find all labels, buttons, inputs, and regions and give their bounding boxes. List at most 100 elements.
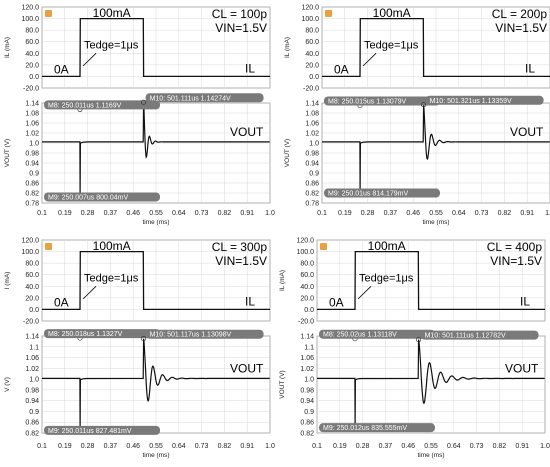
cl-annotation: CL = 200p — [492, 7, 548, 21]
vout-trace-label: VOUT — [510, 125, 544, 139]
time-tick-label: 0.46 — [406, 210, 420, 217]
vout-tick-label: 0.98 — [25, 387, 39, 394]
il-zero-annotation: 0A — [334, 62, 349, 76]
vout-tick-label: 1.1 — [29, 344, 39, 351]
vout-axis-label: VOUT (V) — [279, 370, 286, 398]
il-tick-label: 120.0 — [21, 5, 39, 12]
vout-trace — [317, 339, 545, 429]
marker-label: M10: 501.117us 1.13098V — [150, 332, 232, 339]
time-tick-label: 0.19 — [338, 210, 352, 217]
vout-tick-label: 1.0 — [29, 377, 39, 384]
il-tick-label: 20.0 — [25, 62, 39, 69]
marker-label-box — [425, 95, 544, 105]
chart-panel-3: 0.1 0.19 0.28 0.37 0.46 0.55 0.64 0.73 0.82 0.91 1… — [4, 238, 275, 460]
marker-label: M8: 250.018us 1.1327V — [48, 331, 123, 338]
vout-tick-label: 0.86 — [305, 181, 319, 188]
time-tick-label: 0.91 — [240, 210, 254, 217]
marker-label-box — [319, 423, 435, 433]
il-tick-label: 80.0 — [25, 28, 39, 35]
time-tick-label: 0.37 — [104, 443, 118, 450]
il-tick-label: -20.0 — [23, 86, 39, 93]
marker-label: M9: 250.007us 800.04mV — [48, 194, 128, 201]
il-tick-label: 60.0 — [305, 39, 319, 46]
marker-dot — [141, 336, 147, 342]
marker-label-box — [319, 329, 435, 339]
il-trace-label: IL — [520, 294, 530, 308]
vout-tick-label: 1.14 — [25, 101, 39, 108]
il-tick-label: 0.0 — [29, 74, 39, 81]
time-tick-label: 0.55 — [424, 443, 438, 450]
il-zero-annotation: 0A — [54, 62, 69, 76]
il-tick-label: 80.0 — [300, 261, 314, 268]
il-tick-label: 100.0 — [296, 249, 314, 256]
il-tick-label: 60.0 — [25, 39, 39, 46]
il-level-annotation: 100mA — [368, 239, 406, 253]
marker-label-box — [145, 93, 264, 103]
vout-axis-label: VOUT (V) — [4, 139, 11, 167]
vin-annotation: VIN=1.5V — [490, 254, 542, 268]
vout-trace — [322, 104, 550, 194]
vin-annotation: VIN=1.5V — [215, 21, 267, 35]
marker-label-box — [324, 96, 440, 106]
marker-label: M9: 250.01us 814.179mV — [328, 191, 408, 198]
edge-arrow — [362, 52, 377, 67]
warning-icon-body — [325, 10, 332, 17]
time-tick-label: 0.64 — [172, 443, 186, 450]
il-trace-label: IL — [245, 61, 255, 75]
time-tick-label: 1.0 — [265, 210, 275, 217]
time-tick-label: 0.1 — [312, 443, 322, 450]
marker-label-box — [324, 188, 440, 198]
vout-tick-label: 1.08 — [25, 111, 39, 118]
il-tick-label: 100.0 — [21, 249, 39, 256]
il-tick-label: 120.0 — [301, 5, 319, 12]
time-tick-label: 0.28 — [356, 443, 370, 450]
vout-tick-label: 0.78 — [305, 201, 319, 208]
time-tick-label: 0.91 — [520, 210, 534, 217]
time-tick-label: 0.64 — [447, 443, 461, 450]
il-tick-label: 120.0 — [21, 238, 39, 245]
time-tick-label: 0.19 — [58, 210, 72, 217]
marker-label: M8: 250.011us 1.1169V — [48, 102, 122, 109]
time-tick-label: 1.0 — [265, 443, 275, 450]
il-tick-label: 0.0 — [304, 307, 314, 314]
vout-tick-label: 1.14 — [305, 101, 319, 108]
warning-icon — [45, 10, 52, 17]
il-tick-label: 100.0 — [301, 16, 319, 23]
time-tick-label: 0.37 — [384, 210, 398, 217]
vout-tick-label: 0.82 — [300, 431, 314, 438]
time-tick-label: 0.37 — [104, 210, 118, 217]
marker-label: M10: 501.111us 1.14274V — [150, 95, 231, 102]
vout-tick-label: 0.9 — [29, 409, 39, 416]
time-tick-label: 0.28 — [361, 210, 375, 217]
time-tick-label: 0.73 — [195, 443, 209, 450]
il-tick-label: -20.0 — [23, 319, 39, 326]
warning-icon-body — [45, 10, 52, 17]
time-tick-label: 1.0 — [545, 210, 550, 217]
time-tick-label: 0.91 — [240, 443, 254, 450]
vout-tick-label: 0.78 — [25, 201, 39, 208]
time-tick-label: 0.91 — [515, 443, 529, 450]
marker-label: M8: 250.015us 1.13079V — [328, 99, 407, 106]
time-axis-label: time (ms) — [142, 452, 169, 459]
vout-tick-label: 1.02 — [300, 366, 314, 373]
time-tick-label: 0.82 — [218, 443, 232, 450]
vout-trace-label: VOUT — [230, 125, 264, 139]
vout-tick-label: 1.14 — [25, 334, 39, 341]
time-tick-label: 0.73 — [195, 210, 209, 217]
vout-tick-label: 0.82 — [305, 191, 319, 198]
marker-label: M10: 501.111us 1.12782V — [425, 333, 506, 340]
il-tick-label: 80.0 — [25, 261, 39, 268]
il-axis-label: IL (mA) — [279, 270, 286, 291]
il-trace — [317, 250, 545, 311]
il-tick-label: 60.0 — [300, 272, 314, 279]
marker-label: M9: 250.011us 827.481mV — [48, 428, 132, 435]
time-axis-label: time (ms) — [142, 219, 169, 226]
il-tick-label: 40.0 — [300, 284, 314, 291]
vout-axis-label: VOUT (V) — [284, 139, 291, 167]
il-tick-label: -20.0 — [298, 319, 314, 326]
il-axis-label: I (mA) — [4, 272, 11, 290]
time-tick-label: 0.73 — [470, 443, 484, 450]
time-tick-label: 0.28 — [81, 443, 95, 450]
il-tick-label: 0.0 — [29, 307, 39, 314]
warning-icon — [320, 243, 327, 250]
